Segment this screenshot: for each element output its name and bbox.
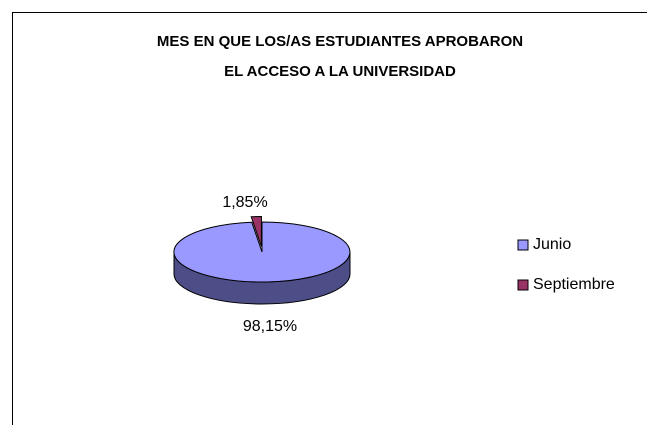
- pie-slice: [173, 221, 351, 283]
- legend-label: Junio: [533, 236, 571, 253]
- legend-label: Septiembre: [533, 276, 615, 293]
- data-label: 1,85%: [222, 194, 267, 211]
- data-label: 98,15%: [243, 318, 297, 335]
- chart-border: [12, 12, 647, 425]
- legend-swatch: [517, 279, 529, 291]
- legend-swatch: [517, 239, 529, 251]
- chart-title: MES EN QUE LOS/AS ESTUDIANTES APROBARON: [157, 33, 523, 50]
- chart-title: EL ACCESO A LA UNIVERSIDAD: [224, 63, 456, 80]
- pie-slice: [250, 216, 262, 247]
